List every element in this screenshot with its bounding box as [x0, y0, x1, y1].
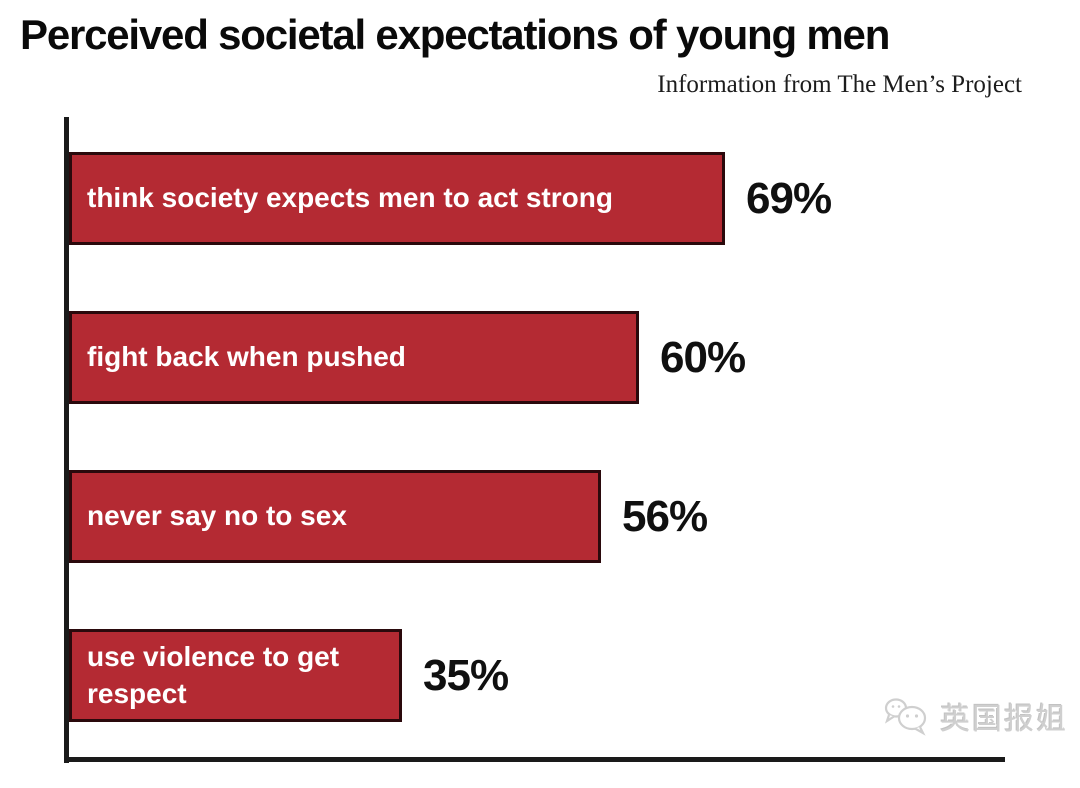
bar: use violence to get respect	[69, 629, 402, 722]
bar: never say no to sex	[69, 470, 601, 563]
bar-line: fight back when pushed 60%	[69, 311, 1074, 404]
bar: fight back when pushed	[69, 311, 639, 404]
bar-row: use violence to get respect 35%	[69, 629, 1074, 788]
bar-value-label: 35%	[423, 650, 509, 700]
bar-value-label: 56%	[622, 491, 708, 541]
chart-source-subtitle: Information from The Men’s Project	[657, 71, 1022, 98]
bar-value-label: 60%	[660, 332, 746, 382]
bar-category-label: fight back when pushed	[87, 341, 406, 373]
bar-row: fight back when pushed 60%	[69, 311, 1074, 470]
bar-category-label: think society expects men to act strong	[87, 182, 613, 214]
x-axis-line	[64, 757, 1005, 762]
watermark: 英国报姐	[882, 694, 1068, 738]
y-axis-line	[64, 117, 69, 763]
wechat-chat-bubbles-icon	[882, 696, 932, 736]
page-title: Perceived societal expectations of young…	[20, 11, 890, 58]
bar-row: think society expects men to act strong …	[69, 152, 1074, 311]
bar-category-label: use violence to get respect	[87, 641, 340, 709]
bar-line: never say no to sex 56%	[69, 470, 1074, 563]
watermark-text: 英国报姐	[940, 703, 1068, 736]
bar-line: use violence to get respect 35%	[69, 629, 1074, 722]
bar-line: think society expects men to act strong …	[69, 152, 1074, 245]
bar-row: never say no to sex 56%	[69, 470, 1074, 629]
bar: think society expects men to act strong	[69, 152, 725, 245]
plot-area: think society expects men to act strong …	[69, 117, 1074, 788]
bar-category-label: never say no to sex	[87, 500, 347, 532]
bar-value-label: 69%	[746, 173, 832, 223]
